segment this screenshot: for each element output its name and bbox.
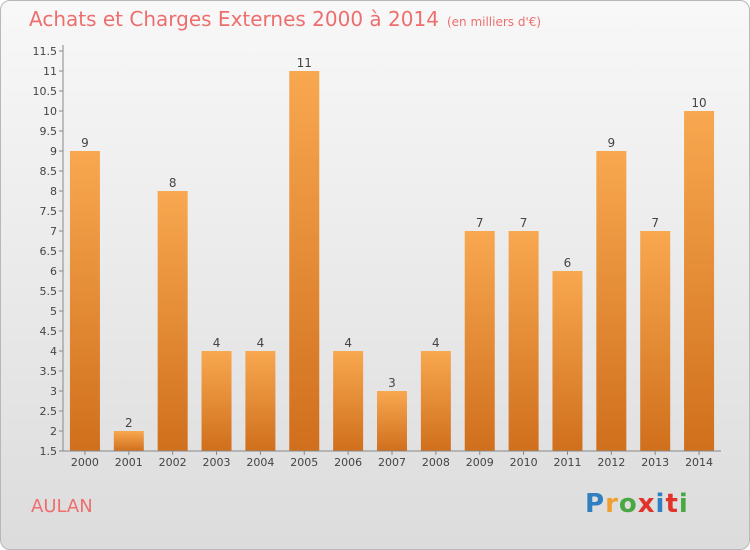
x-tick-label: 2013 [641,456,669,469]
y-tick-label: 3.5 [40,365,58,378]
bar-2003 [201,351,232,451]
bar-value-label: 9 [81,136,89,150]
bar-value-label: 6 [564,256,572,270]
y-tick-label: 5 [50,305,57,318]
bar-2010 [508,231,539,451]
bar-value-label: 11 [297,56,312,70]
y-tick-label: 7 [50,225,57,238]
chart-title: Achats et Charges Externes 2000 à 2014 (e… [29,7,541,31]
bar-2002 [157,191,188,451]
chart-title-text: Achats et Charges Externes 2000 à 2014 [29,7,439,31]
y-tick-label: 8.5 [40,165,58,178]
bar-2007 [377,391,407,451]
y-tick-label: 7.5 [40,205,58,218]
x-tick-label: 2005 [290,456,318,469]
bar-2006 [333,351,364,451]
y-tick-label: 2 [50,425,57,438]
x-axis: 2000 2001 2002 2003 2004 2005 2006 2007 2008 2009… [63,450,721,469]
bar-2008 [420,351,451,451]
bar-2004 [245,351,276,451]
bar-series: 9 2 8 4 4 11 4 3 4 7 7 6 9 7 10 [69,56,715,451]
bar-2011 [552,271,583,451]
bar-value-label: 4 [213,336,221,350]
x-tick-label: 2002 [159,456,187,469]
y-tick-label: 10 [43,105,57,118]
logo-letter: i [678,489,689,519]
bar-2000 [69,151,100,451]
logo-letter: o [618,489,638,519]
x-tick-label: 2008 [422,456,450,469]
logo-letter: i [655,489,666,519]
logo-letter: t [665,489,679,519]
x-tick-label: 2009 [466,456,494,469]
bar-value-label: 7 [520,216,528,230]
bar-value-label: 7 [476,216,484,230]
y-tick-label: 9 [50,145,57,158]
logo-letter: r [605,489,619,519]
bar-value-label: 8 [169,176,177,190]
bar-2012 [596,151,627,451]
x-tick-label: 2011 [553,456,581,469]
logo-letter: x [637,489,656,519]
x-tick-label: 2012 [597,456,625,469]
y-tick-label: 5.5 [40,285,58,298]
proxiti-logo: Proxiti [585,489,689,519]
y-tick-label: 6.5 [40,245,58,258]
bar-value-label: 4 [432,336,440,350]
y-tick-label: 2.5 [40,405,58,418]
bar-value-label: 9 [608,136,616,150]
y-tick-label: 11.5 [33,45,58,58]
x-tick-label: 2007 [378,456,406,469]
bar-2001 [113,431,144,451]
x-tick-label: 2003 [203,456,231,469]
chart-unit-label: (en milliers d'€) [446,15,542,29]
x-tick-label: 2006 [334,456,362,469]
logo-letter: P [585,489,606,519]
y-tick-label: 4.5 [40,325,58,338]
bar-2014 [684,111,715,451]
bar-value-label: 3 [388,376,396,390]
place-name: AULAN [31,496,93,517]
y-tick-label: 8 [50,185,57,198]
y-tick-label: 9.5 [40,125,58,138]
x-tick-label: 2010 [510,456,538,469]
bar-value-label: 10 [691,96,706,110]
bar-value-label: 7 [651,216,659,230]
bar-value-label: 4 [344,336,352,350]
x-tick-label: 2014 [685,456,713,469]
y-axis: 1.5 2 2.5 3 3.5 4 4.5 5 5.5 6 6.5 7 7.5 8 8.5 9 9.5 10 10.… [33,45,64,458]
x-tick-label: 2001 [115,456,143,469]
bar-value-label: 4 [257,336,265,350]
bar-value-label: 2 [125,416,133,430]
y-tick-label: 3 [50,385,57,398]
y-tick-label: 11 [43,65,57,78]
y-tick-label: 4 [50,345,57,358]
y-tick-label: 1.5 [40,445,58,458]
x-tick-label: 2000 [71,456,99,469]
bar-2013 [640,231,671,451]
y-tick-label: 10.5 [33,85,58,98]
bar-2009 [464,231,495,451]
bar-2005 [289,71,320,451]
x-tick-label: 2004 [246,456,274,469]
y-tick-label: 6 [50,265,57,278]
